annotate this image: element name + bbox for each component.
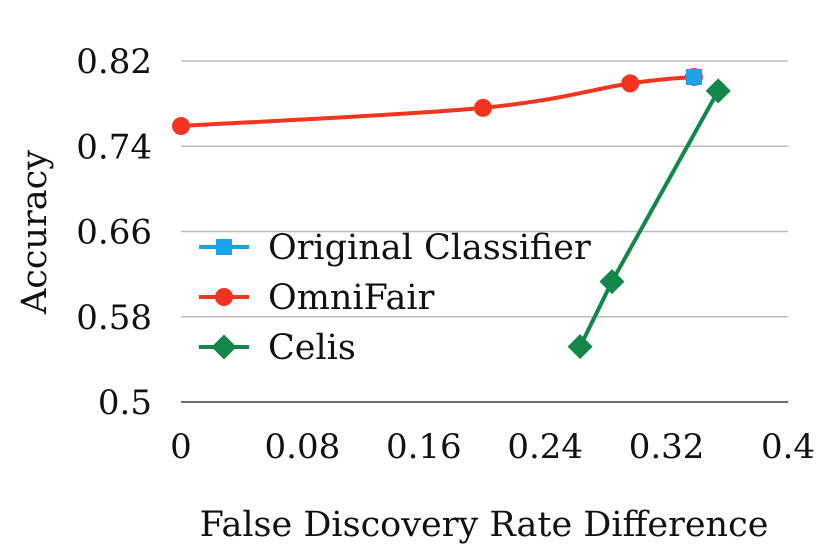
y-tick-label: 0.66 <box>76 213 152 253</box>
celis-point <box>567 334 593 360</box>
y-tick-label: 0.58 <box>76 298 152 338</box>
celis-point <box>599 269 625 295</box>
y-tick-label: 0.82 <box>76 42 152 82</box>
legend-item-celis: Celis <box>199 328 356 368</box>
legend-item-original-classifier: Original Classifier <box>199 228 591 268</box>
omnifair-point <box>621 74 640 93</box>
omnifair-point <box>172 117 190 136</box>
legend-marker <box>216 239 232 255</box>
x-tick-label: 0.32 <box>629 427 705 467</box>
celis-point <box>705 78 731 104</box>
series-celis <box>567 78 731 360</box>
legend-label: Original Classifier <box>268 228 591 268</box>
x-tick-label: 0.08 <box>265 427 341 467</box>
celis-line <box>578 89 720 348</box>
legend-marker <box>211 334 237 360</box>
series-original-classifier <box>685 68 702 85</box>
x-tick-label: 0.16 <box>386 427 462 467</box>
series-layer <box>172 67 731 360</box>
y-tick-label: 0.5 <box>98 383 152 423</box>
legend-label: Celis <box>268 328 356 368</box>
x-tick-label: 0.24 <box>507 427 583 467</box>
legend: Original Classifier OmniFair Celis <box>199 228 591 368</box>
x-tick-label: 0 <box>170 427 192 467</box>
x-axis-title: False Discovery Rate Difference <box>200 505 769 545</box>
omnifair-point <box>473 98 492 117</box>
omnifair-line <box>180 74 695 128</box>
original-classifier-point <box>685 68 702 85</box>
legend-item-omnifair: OmniFair <box>199 278 435 318</box>
series-omnifair <box>172 67 703 136</box>
legend-label: OmniFair <box>268 278 435 318</box>
tick-layer: 0.5 0.58 0.66 0.74 0.82 0 0.08 0.16 0.24 0.32 0.4 <box>76 42 815 467</box>
y-tick-label: 0.74 <box>76 127 152 167</box>
x-tick-label: 0.4 <box>761 427 815 467</box>
y-axis-title: Accuracy <box>15 150 55 315</box>
legend-marker <box>215 288 233 306</box>
